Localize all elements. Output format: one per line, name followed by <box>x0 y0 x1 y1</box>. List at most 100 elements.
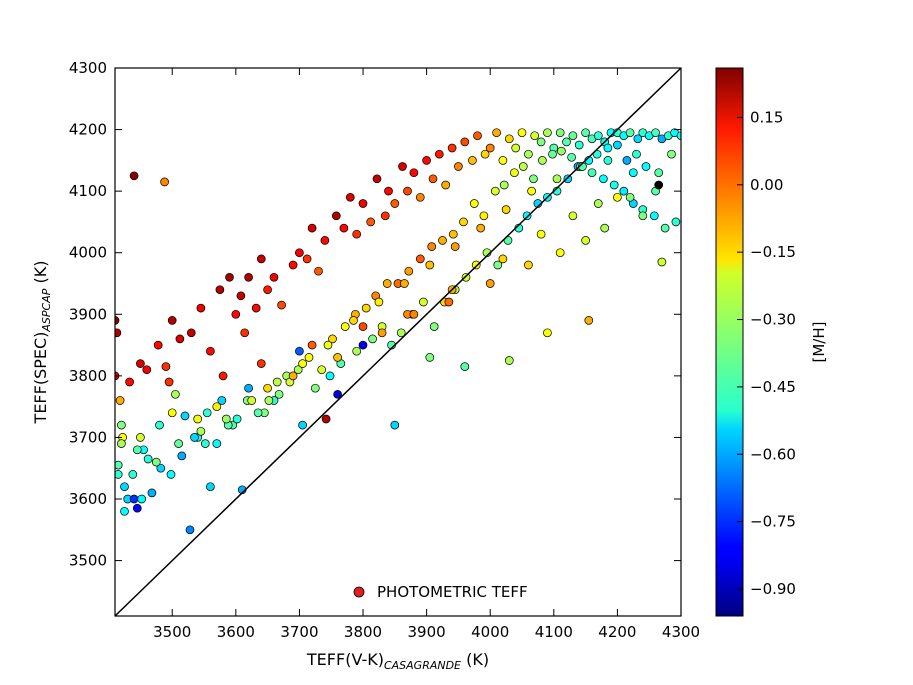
scatter-point <box>563 174 573 184</box>
scatter-point <box>441 180 451 190</box>
scatter-point <box>132 445 142 455</box>
y-tick-label: 3900 <box>69 305 107 323</box>
scatter-point <box>632 149 641 159</box>
x-tick-label: 3700 <box>280 623 318 641</box>
x-axis-label: TEFF(V-K)CASAGRANDE (K) <box>306 650 489 672</box>
scatter-point <box>200 439 210 448</box>
scatter-point <box>167 408 177 418</box>
scatter-point <box>320 236 330 245</box>
scatter-point <box>171 389 180 399</box>
x-tick-label: 4100 <box>535 623 573 641</box>
scatter-point <box>380 211 390 221</box>
scatter-point <box>310 383 320 393</box>
scatter-point <box>374 297 384 307</box>
scatter-point <box>272 377 282 387</box>
scatter-point <box>654 180 664 190</box>
scatter-point <box>302 254 312 264</box>
scatter-point <box>459 217 468 227</box>
y-axis-ticks: 3500 3600 3700 3800 3900 4000 4100 4200 4300 <box>69 59 681 570</box>
scatter-point <box>137 494 147 504</box>
scatter-point <box>568 211 578 221</box>
x-tick-label: 3500 <box>153 623 191 641</box>
scatter-point <box>277 300 286 310</box>
scatter-point <box>390 420 400 430</box>
scatter-point <box>253 408 263 418</box>
scatter-point <box>398 162 407 171</box>
scatter-point <box>177 451 187 461</box>
scatter-point <box>155 420 164 430</box>
scatter-point <box>396 328 406 338</box>
scatter-point <box>438 236 447 245</box>
scatter-point <box>425 353 435 362</box>
scatter-point <box>510 168 519 178</box>
scatter-point <box>422 156 431 165</box>
scatter-point <box>206 346 215 356</box>
y-tick-label: 4300 <box>69 59 107 77</box>
scatter-point <box>660 223 670 233</box>
scatter-point <box>622 156 632 165</box>
scatter-point <box>196 303 206 313</box>
scatter-point <box>288 371 298 381</box>
scatter-point <box>384 186 393 196</box>
legend: PHOTOMETRIC TEFF <box>353 583 528 601</box>
scatter-point <box>638 211 648 221</box>
scatter-point <box>444 297 454 307</box>
scatter-point <box>651 128 660 138</box>
x-tick-label: 4000 <box>471 623 509 641</box>
scatter-point <box>555 248 565 258</box>
scatter-point <box>164 377 174 387</box>
scatter-point <box>117 420 126 430</box>
scatter-point <box>490 186 500 196</box>
scatter-point <box>485 143 495 153</box>
scatter-point <box>403 186 412 196</box>
plot-area: 3500 3600 3700 3800 3900 4000 4100 4200 4300 350… <box>69 59 700 641</box>
scatter-point <box>448 229 458 239</box>
colorbar-tick-label: 0.15 <box>750 108 783 126</box>
scatter-point <box>543 328 552 338</box>
scatter-point <box>361 303 371 313</box>
scatter-point <box>115 460 123 470</box>
y-tick-label: 4200 <box>69 121 107 139</box>
scatter-point <box>221 414 231 424</box>
scatter-point <box>264 396 274 405</box>
scatter-point <box>331 211 341 221</box>
scatter-point <box>174 439 183 448</box>
scatter-point <box>409 168 419 178</box>
scatter-point <box>147 488 157 498</box>
scatter-point <box>240 328 250 338</box>
scatter-point <box>473 131 482 141</box>
scatter-point <box>492 128 501 138</box>
legend-label: PHOTOMETRIC TEFF <box>377 583 528 601</box>
scatter-point <box>613 192 622 202</box>
scatter-point <box>190 433 199 442</box>
scatter-point <box>293 365 303 375</box>
scatter-point <box>504 134 514 144</box>
scatter-point <box>217 396 227 405</box>
scatter-point <box>476 223 486 233</box>
scatter-point <box>340 322 350 331</box>
scatter-point <box>321 414 331 424</box>
scatter-point <box>415 254 425 264</box>
scatter-point <box>587 168 597 178</box>
y-tick-label: 4100 <box>69 182 107 200</box>
scatter-point <box>132 503 142 513</box>
scatter-point <box>429 322 439 331</box>
scatter-point <box>581 128 590 138</box>
scatter-point <box>128 470 138 479</box>
scatter-point <box>460 362 470 371</box>
scatter-point <box>244 272 253 282</box>
scatter-point <box>206 482 215 492</box>
scatter-point <box>603 156 613 165</box>
scatter-point <box>366 217 376 227</box>
scatter-point <box>479 211 489 221</box>
scatter-point <box>231 309 241 319</box>
scatter-point <box>269 272 279 282</box>
y-axis-label: TEFF(SPEC)ASPCAP (K) <box>31 261 53 425</box>
scatter-point <box>120 506 129 516</box>
scatter-point <box>156 463 166 473</box>
scatter-point <box>548 149 557 159</box>
scatter-point <box>625 128 635 138</box>
scatter-point <box>115 470 123 479</box>
y-tick-label: 3800 <box>69 367 107 385</box>
x-tick-label: 3600 <box>217 623 255 641</box>
